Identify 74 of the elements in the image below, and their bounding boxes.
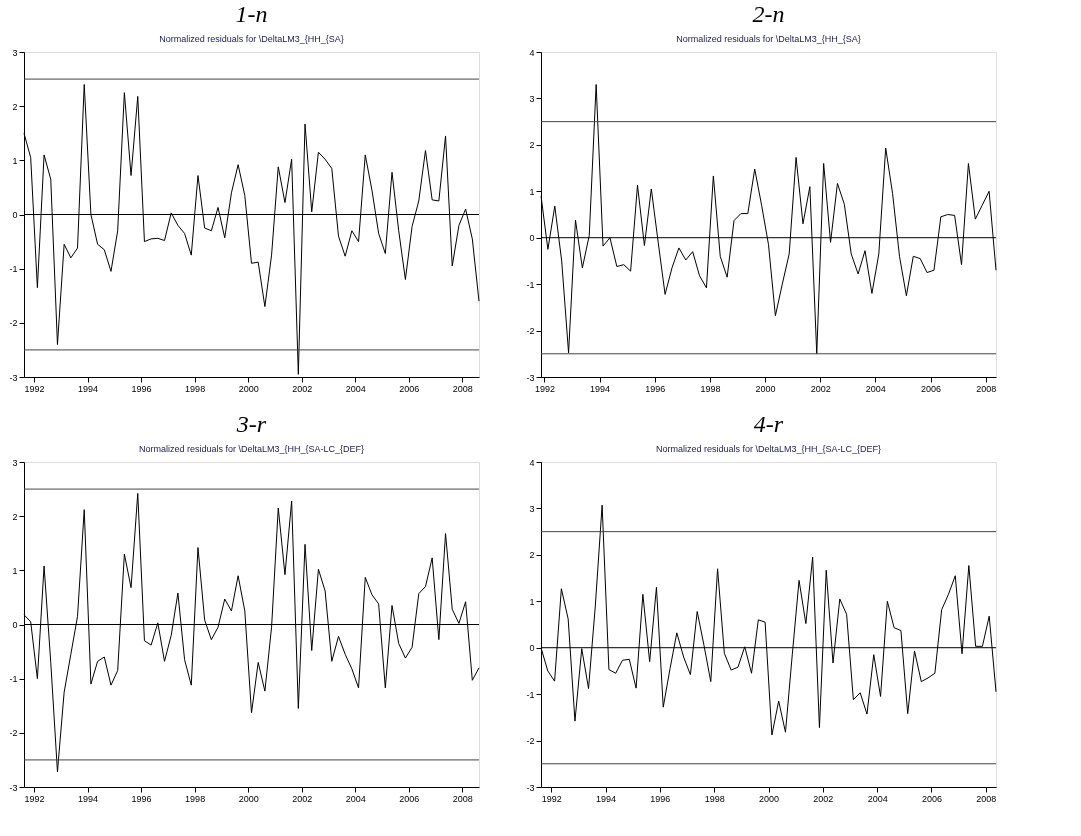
y-tick-label: -3 <box>526 372 535 383</box>
y-tick-label: -3 <box>9 372 18 383</box>
y-tick-label: 4 <box>529 457 535 468</box>
x-tick-label: 2004 <box>867 793 888 804</box>
y-tick-label: -1 <box>9 674 18 685</box>
x-tick-label: 2002 <box>813 793 834 804</box>
y-tick-label: 2 <box>529 140 535 151</box>
x-tick-label: 2004 <box>345 383 366 394</box>
x-tick-label: 2006 <box>920 383 942 394</box>
chart-subtitle: Normalized residuals for \DeltaLM3_{HH_{SA-LC_{DEF} <box>138 444 365 454</box>
y-tick-label: -2 <box>9 318 18 329</box>
x-tick-label: 2008 <box>976 383 997 394</box>
y-tick-label: 1 <box>529 186 535 197</box>
chart-subtitle: Normalized residuals for \DeltaLM3_{HH_{SA} <box>159 34 344 44</box>
y-tick-label: 4 <box>529 47 535 58</box>
x-tick-label: 1994 <box>78 793 99 804</box>
x-tick-label: 2004 <box>865 383 886 394</box>
y-tick-label: 1 <box>529 596 535 607</box>
y-tick-label: 2 <box>529 550 535 561</box>
x-tick-label: 1992 <box>24 793 45 804</box>
x-tick-label: 1996 <box>645 383 666 394</box>
x-tick-label: 1992 <box>541 793 562 804</box>
y-tick-label: 2 <box>12 101 18 112</box>
x-tick-label: 1998 <box>185 383 206 394</box>
y-tick-label: -2 <box>9 728 18 739</box>
x-tick-label: 2006 <box>921 793 942 804</box>
chart-title: 1-n <box>235 1 268 27</box>
y-tick-label: -1 <box>526 279 535 290</box>
chart-title: 3-r <box>235 411 267 437</box>
y-tick-label: 1 <box>12 155 18 166</box>
x-tick-label: 2000 <box>238 793 259 804</box>
x-tick-label: 2008 <box>452 383 473 394</box>
chart-title: 2-n <box>752 1 785 27</box>
x-tick-label: 1996 <box>650 793 671 804</box>
y-tick-label: 3 <box>529 93 535 104</box>
y-tick-label: 0 <box>12 620 18 630</box>
x-tick-label: 1996 <box>131 793 152 804</box>
x-tick-label: 1992 <box>534 383 555 394</box>
y-tick-label: 3 <box>12 457 18 468</box>
x-tick-label: 2000 <box>758 793 780 804</box>
x-tick-label: 1992 <box>24 383 45 394</box>
x-tick-label: 1994 <box>78 383 99 394</box>
chart-subtitle: Normalized residuals for \DeltaLM3_{HH_{SA-LC_{DEF} <box>655 444 882 454</box>
x-tick-label: 2002 <box>292 793 313 804</box>
chart-title: 4-r <box>753 411 784 437</box>
x-tick-label: 2008 <box>452 793 473 804</box>
y-tick-label: -1 <box>526 689 535 700</box>
y-tick-label: -2 <box>526 326 535 337</box>
x-tick-label: 2000 <box>238 383 259 394</box>
x-tick-label: 1998 <box>700 383 721 394</box>
x-tick-label: 2002 <box>292 383 313 394</box>
y-tick-label: 1 <box>12 565 18 576</box>
x-tick-label: 2006 <box>399 383 420 394</box>
y-tick-label: 3 <box>529 503 535 514</box>
chart-subtitle: Normalized residuals for \DeltaLM3_{HH_{SA} <box>676 34 861 44</box>
y-tick-label: 3 <box>12 47 18 58</box>
y-tick-label: 2 <box>12 511 18 522</box>
y-tick-label: -3 <box>526 782 535 793</box>
y-tick-label: 0 <box>529 643 535 654</box>
x-tick-label: 1994 <box>596 793 617 804</box>
y-tick-label: 0 <box>529 233 535 244</box>
y-tick-label: -1 <box>9 264 18 275</box>
x-tick-label: 2004 <box>345 793 366 804</box>
x-tick-label: 2006 <box>399 793 420 804</box>
y-tick-label: -3 <box>9 782 18 793</box>
x-tick-label: 1994 <box>590 383 611 394</box>
x-tick-label: 1998 <box>185 793 206 804</box>
x-tick-label: 2002 <box>810 383 831 394</box>
y-tick-label: 0 <box>12 210 18 220</box>
x-tick-label: 1998 <box>704 793 725 804</box>
y-tick-label: -2 <box>526 736 535 747</box>
x-tick-label: 2000 <box>755 383 776 394</box>
x-tick-label: 2008 <box>976 793 997 804</box>
x-tick-label: 1996 <box>131 383 152 394</box>
